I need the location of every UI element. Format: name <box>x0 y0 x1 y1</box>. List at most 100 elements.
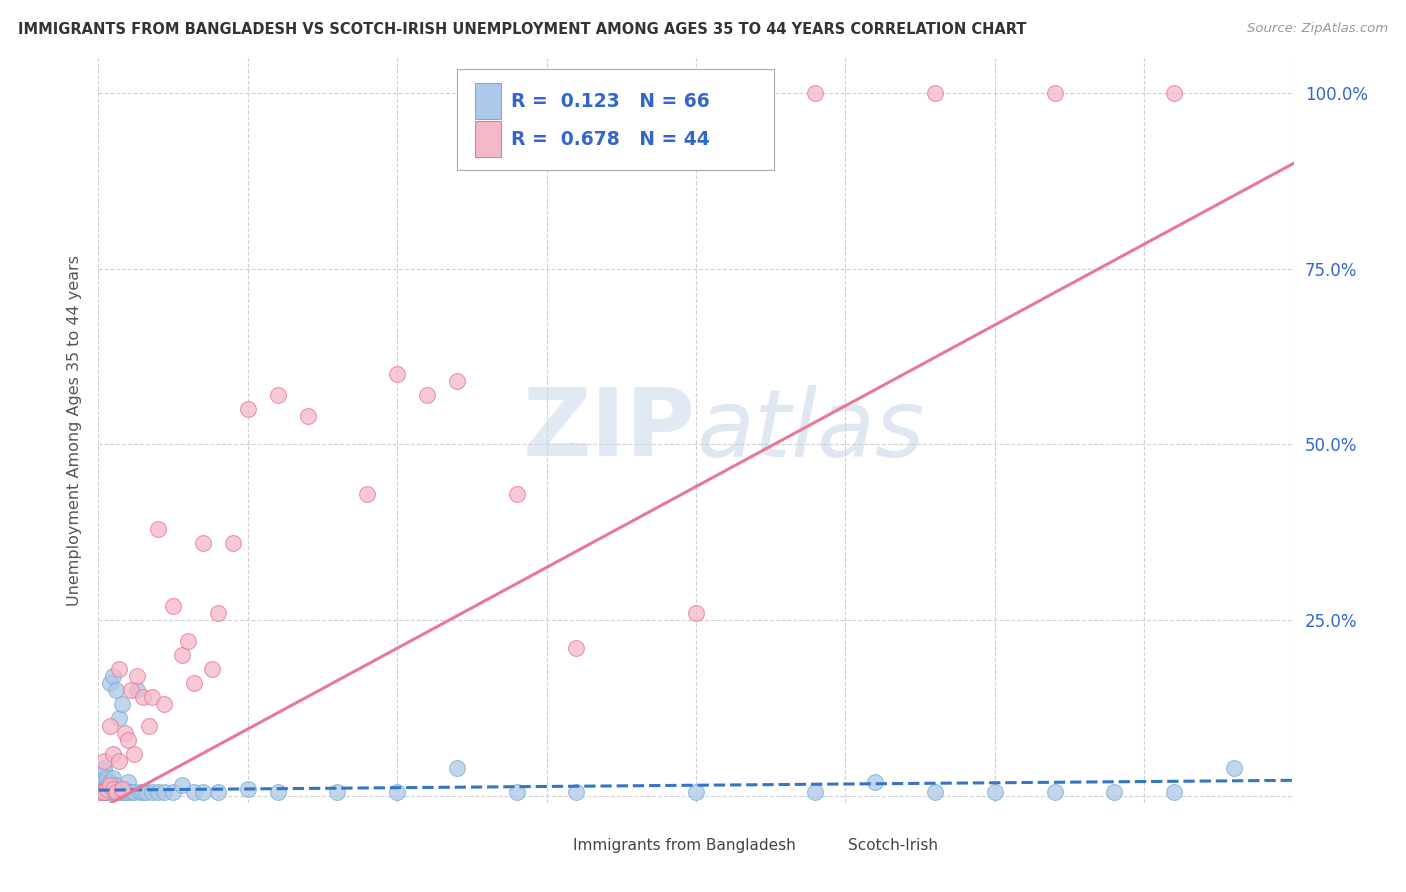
Text: IMMIGRANTS FROM BANGLADESH VS SCOTCH-IRISH UNEMPLOYMENT AMONG AGES 35 TO 44 YEAR: IMMIGRANTS FROM BANGLADESH VS SCOTCH-IRI… <box>18 22 1026 37</box>
Point <box>120 785 142 799</box>
Point <box>132 785 155 799</box>
Point <box>114 781 136 796</box>
Point <box>90 767 112 781</box>
Point <box>103 781 125 796</box>
FancyBboxPatch shape <box>457 70 773 169</box>
Point <box>117 785 139 799</box>
Point <box>267 388 290 402</box>
Point <box>114 725 136 739</box>
Point <box>111 698 134 712</box>
Point <box>124 785 146 799</box>
Point <box>924 785 946 799</box>
Point <box>93 764 115 779</box>
Point <box>114 785 136 799</box>
Point <box>108 754 131 768</box>
Point <box>201 662 224 676</box>
Point <box>98 781 122 796</box>
Point <box>135 785 157 799</box>
Point <box>267 785 290 799</box>
Point <box>148 522 170 536</box>
Point <box>132 690 155 705</box>
Point <box>111 781 134 796</box>
Point <box>356 486 378 500</box>
Point <box>326 785 349 799</box>
Point <box>172 778 194 792</box>
Point <box>105 778 128 792</box>
Point <box>177 634 200 648</box>
Point <box>685 785 707 799</box>
Point <box>446 374 468 388</box>
Point <box>108 711 131 725</box>
Point <box>236 781 259 796</box>
Point <box>162 785 184 799</box>
Point <box>297 409 319 424</box>
Point <box>685 606 707 620</box>
Point <box>93 771 115 785</box>
Point <box>162 599 184 613</box>
Point <box>117 774 139 789</box>
Point <box>1163 86 1185 100</box>
Point <box>385 785 409 799</box>
Point <box>93 785 115 799</box>
Point <box>141 785 163 799</box>
Point <box>565 641 588 656</box>
Y-axis label: Unemployment Among Ages 35 to 44 years: Unemployment Among Ages 35 to 44 years <box>66 255 82 606</box>
Point <box>138 718 160 732</box>
Point <box>1043 785 1066 799</box>
Point <box>129 785 152 799</box>
Point <box>183 785 205 799</box>
Point <box>1223 761 1246 775</box>
Point <box>804 86 827 100</box>
Point <box>93 781 115 796</box>
Point <box>446 761 468 775</box>
Point <box>1104 785 1126 799</box>
Point <box>191 785 214 799</box>
Bar <box>475 121 501 157</box>
Point <box>96 785 118 799</box>
Point <box>90 774 112 789</box>
Point <box>103 771 125 785</box>
Point <box>117 732 139 747</box>
Point <box>222 536 245 550</box>
Bar <box>534 834 561 856</box>
Point <box>96 781 118 796</box>
Point <box>984 785 1007 799</box>
Bar <box>810 834 835 856</box>
Point <box>105 785 128 799</box>
Point <box>506 486 529 500</box>
Point <box>153 785 176 799</box>
Bar <box>475 83 501 119</box>
Point <box>105 785 128 799</box>
Point <box>236 402 259 417</box>
Point <box>207 606 229 620</box>
Point <box>103 747 125 761</box>
Point <box>148 785 170 799</box>
Text: Scotch-Irish: Scotch-Irish <box>848 838 938 853</box>
Point <box>98 785 122 799</box>
Point <box>96 781 118 796</box>
Point <box>108 785 131 799</box>
Text: atlas: atlas <box>696 384 924 476</box>
Point <box>153 698 176 712</box>
Point <box>124 747 146 761</box>
Point <box>96 771 118 785</box>
Point <box>96 785 118 799</box>
Point <box>141 690 163 705</box>
Point <box>96 778 118 792</box>
Point <box>105 683 128 698</box>
Point <box>183 676 205 690</box>
Point <box>90 785 112 799</box>
Point <box>172 648 194 663</box>
Text: Source: ZipAtlas.com: Source: ZipAtlas.com <box>1247 22 1388 36</box>
Point <box>108 662 131 676</box>
Point <box>207 785 229 799</box>
Point <box>93 754 115 768</box>
Point <box>98 774 122 789</box>
Point <box>98 778 122 792</box>
Point <box>1043 86 1066 100</box>
Point <box>98 718 122 732</box>
Point <box>385 367 409 381</box>
Point <box>90 785 112 799</box>
Point <box>90 778 112 792</box>
Point <box>103 785 125 799</box>
